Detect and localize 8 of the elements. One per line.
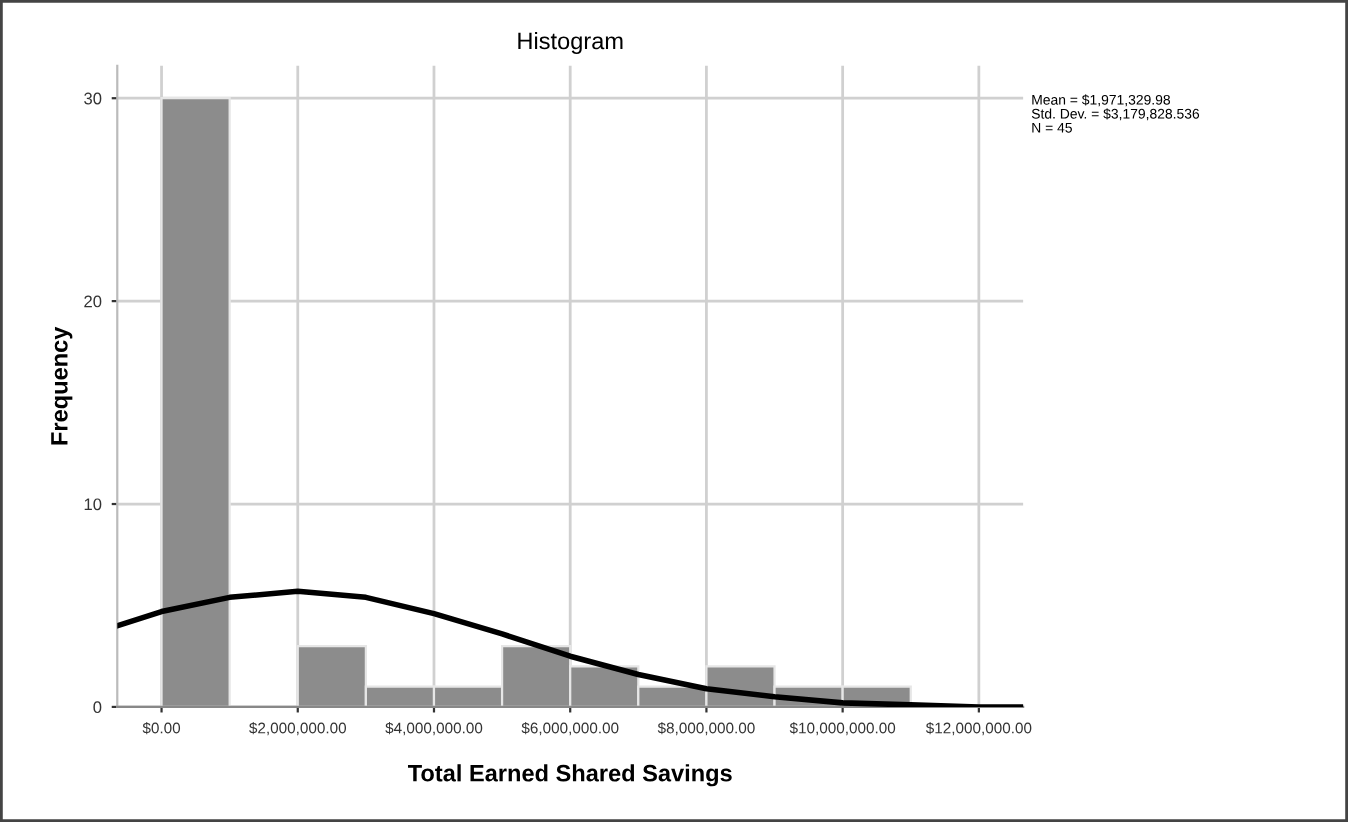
line-series xyxy=(117,588,1024,707)
y-tick-label: 20 xyxy=(84,295,102,308)
chart-title: Histogram xyxy=(518,31,623,54)
y-axis-title: Frequency xyxy=(51,326,73,445)
y-tick-label: 30 xyxy=(84,92,102,105)
x-axis-title: Total Earned Shared Savings xyxy=(407,764,732,787)
y-tick-label: 0 xyxy=(93,701,102,714)
y-tick-label: 10 xyxy=(84,498,102,511)
